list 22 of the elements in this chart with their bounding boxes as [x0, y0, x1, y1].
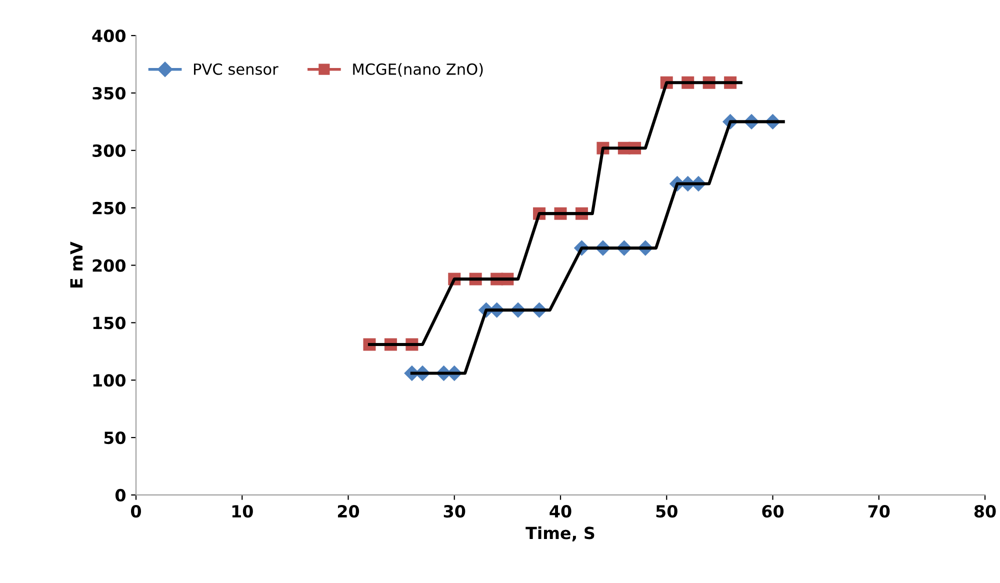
x-tick-label: 20 — [338, 504, 360, 518]
y-axis-title: E mV — [70, 242, 82, 288]
x-tick-label: 60 — [762, 504, 784, 518]
y-tick-label: 50 — [104, 432, 126, 444]
y-tick-label: 350 — [92, 86, 126, 100]
y-tick-label: 0 — [115, 488, 126, 502]
x-tick-label: 0 — [131, 504, 141, 518]
x-tick-label: 40 — [550, 504, 572, 518]
x-tick-label: 50 — [656, 504, 678, 518]
x-tick-label: 80 — [974, 504, 996, 518]
x-tick-label: 70 — [868, 504, 890, 518]
y-tick-label: 250 — [92, 202, 126, 214]
y-tick-label: 300 — [92, 144, 126, 157]
x-tick-label: 10 — [232, 504, 253, 518]
y-tick-label: 400 — [92, 30, 126, 42]
legend-label: PVC sensor — [194, 63, 278, 75]
y-tick-label: 100 — [93, 374, 126, 387]
y-tick-label: 150 — [93, 316, 126, 330]
y-tick-label: 200 — [92, 259, 126, 272]
x-tick-label: 30 — [444, 504, 466, 518]
legend-label: MCGE(nano ZnO) — [353, 63, 483, 77]
x-axis-title: Time, S — [526, 526, 594, 542]
